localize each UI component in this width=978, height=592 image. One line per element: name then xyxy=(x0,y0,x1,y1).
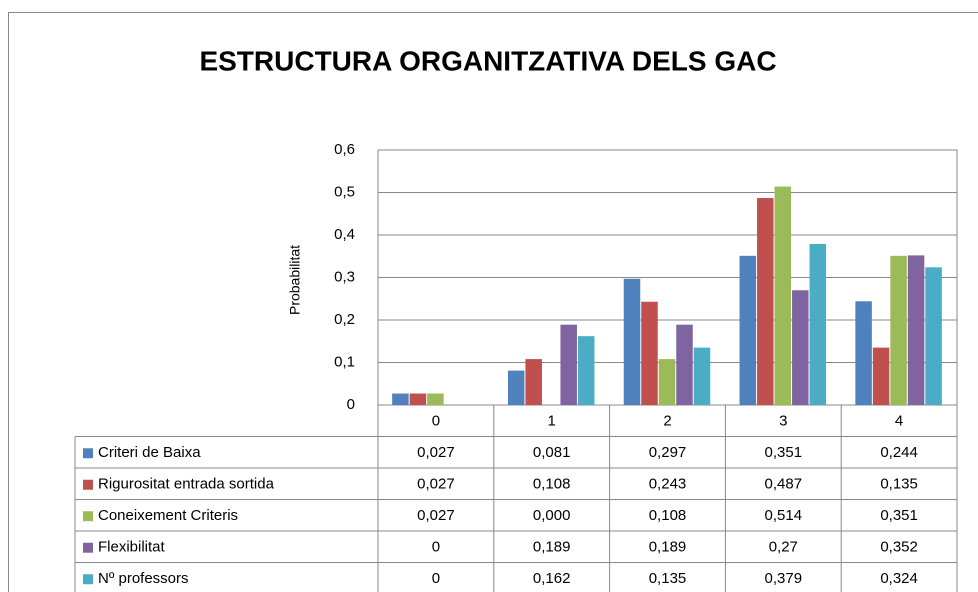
data-label: 0,297 xyxy=(649,444,687,461)
data-label: 0,487 xyxy=(765,476,803,493)
data-label: 0,108 xyxy=(533,476,571,493)
legend-label: Nº professors xyxy=(98,570,189,587)
x-tick-label: 0 xyxy=(432,413,440,430)
bar xyxy=(855,301,872,405)
bar xyxy=(409,393,427,405)
data-label: 0,352 xyxy=(880,539,918,556)
y-tick-label: 0,3 xyxy=(334,268,355,285)
bar xyxy=(792,290,809,405)
data-label: 0,027 xyxy=(417,444,455,461)
x-tick-label: 1 xyxy=(548,413,556,430)
data-label: 0,243 xyxy=(649,476,687,493)
bar xyxy=(392,393,409,405)
x-tick-label: 2 xyxy=(663,413,671,430)
y-axis-label: Probabilitat xyxy=(287,245,303,315)
bar xyxy=(872,347,890,405)
data-label: 0,162 xyxy=(533,570,571,587)
y-tick-label: 0 xyxy=(347,396,355,413)
bar xyxy=(658,359,676,405)
bar xyxy=(739,255,757,405)
y-tick-label: 0,4 xyxy=(334,226,355,243)
data-label: 0,514 xyxy=(765,507,803,524)
data-label: 0,189 xyxy=(649,539,687,556)
bar xyxy=(774,186,792,405)
y-tick-label: 0,1 xyxy=(334,353,355,370)
bar xyxy=(507,370,525,405)
bar xyxy=(676,324,693,405)
chart-title: ESTRUCTURA ORGANITZATIVA DELS GAC xyxy=(199,45,776,76)
data-label: 0,244 xyxy=(880,444,918,461)
data-label: 0,351 xyxy=(880,507,918,524)
legend-label: Criteri de Baixa xyxy=(98,444,201,461)
bar xyxy=(623,278,641,405)
data-label: 0,135 xyxy=(880,476,918,493)
legend-key xyxy=(83,479,93,490)
bar xyxy=(925,267,942,405)
x-tick-label: 3 xyxy=(779,413,787,430)
data-label: 0 xyxy=(432,570,440,587)
data-label: 0,108 xyxy=(649,507,687,524)
legend-key xyxy=(83,574,93,585)
data-label: 0,081 xyxy=(533,444,571,461)
bar xyxy=(641,301,658,405)
data-label: 0 xyxy=(432,539,440,556)
bar xyxy=(577,336,595,405)
data-label: 0,351 xyxy=(765,444,803,461)
y-tick-label: 0,6 xyxy=(334,141,355,158)
data-label: 0,189 xyxy=(533,539,571,556)
data-label: 0,27 xyxy=(769,539,798,556)
bar xyxy=(427,393,444,405)
legend-key xyxy=(83,511,93,522)
bar xyxy=(809,243,827,405)
data-label: 0,000 xyxy=(533,507,571,524)
legend-label: Flexibilitat xyxy=(98,539,166,556)
bar xyxy=(907,255,925,405)
data-label: 0,379 xyxy=(765,570,803,587)
legend-key xyxy=(83,542,93,553)
data-label: 0,027 xyxy=(417,476,455,493)
x-tick-label: 4 xyxy=(895,413,903,430)
bar xyxy=(560,324,577,405)
bar xyxy=(757,198,774,405)
bar xyxy=(525,359,542,405)
data-label: 0,135 xyxy=(649,570,687,587)
legend-label: Coneixement Criteris xyxy=(98,507,238,524)
data-label: 0,324 xyxy=(880,570,918,587)
y-tick-label: 0,2 xyxy=(334,311,355,328)
chart-frame xyxy=(8,12,978,592)
legend-label: Rigurositat entrada sortida xyxy=(98,476,275,493)
y-tick-label: 0,5 xyxy=(334,183,355,200)
data-label: 0,027 xyxy=(417,507,455,524)
bar xyxy=(890,255,907,405)
legend-key xyxy=(83,448,93,459)
bar xyxy=(693,347,711,405)
